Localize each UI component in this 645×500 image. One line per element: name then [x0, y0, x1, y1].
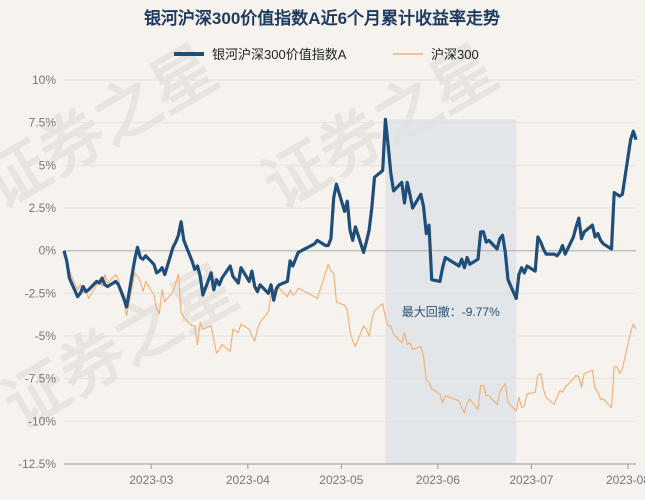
drawdown-layer: [385, 119, 517, 465]
legend: 银河沪深300价值指数A 沪深300: [174, 47, 479, 62]
x-axis: 2023-03 2023-04 2023-05 2023-06 2023-07 2023-…: [64, 463, 645, 487]
series-layer: [62, 117, 638, 414]
x-tick-label: 2023-08: [606, 473, 645, 487]
y-tick-label: 5%: [39, 158, 57, 172]
y-tick-label: 0%: [39, 244, 57, 258]
y-tick-label: -5%: [35, 329, 57, 343]
x-tick-label: 2023-03: [129, 473, 173, 487]
x-tick-label: 2023-05: [319, 473, 363, 487]
y-tick-label: 2.5%: [29, 201, 57, 215]
y-axis: 10% 7.5% 5% 2.5% 0% -2.5% -5% -7.5% -10% -12.5%: [18, 73, 56, 471]
series-line-index: [63, 250, 637, 414]
y-tick-label: -2.5%: [25, 286, 57, 300]
x-tick-label: 2023-04: [226, 473, 270, 487]
y-tick-label: 10%: [32, 73, 56, 87]
y-tick-label: -7.5%: [25, 372, 57, 386]
series-line-fund: [62, 117, 638, 309]
x-tick-label: 2023-07: [509, 473, 553, 487]
x-tick-label: 2023-06: [416, 473, 460, 487]
legend-label-fund: 银河沪深300价值指数A: [212, 47, 347, 62]
y-tick-label: -10%: [28, 414, 56, 428]
legend-label-index: 沪深300: [431, 47, 479, 62]
max-drawdown-band: [385, 119, 517, 465]
max-drawdown-label: 最大回撤：-9.77%: [402, 304, 500, 319]
y-tick-label: 7.5%: [29, 116, 57, 130]
chart-title: 银河沪深300价值指数A近6个月累计收益率走势: [144, 8, 500, 28]
y-tick-label: -12.5%: [18, 457, 56, 471]
